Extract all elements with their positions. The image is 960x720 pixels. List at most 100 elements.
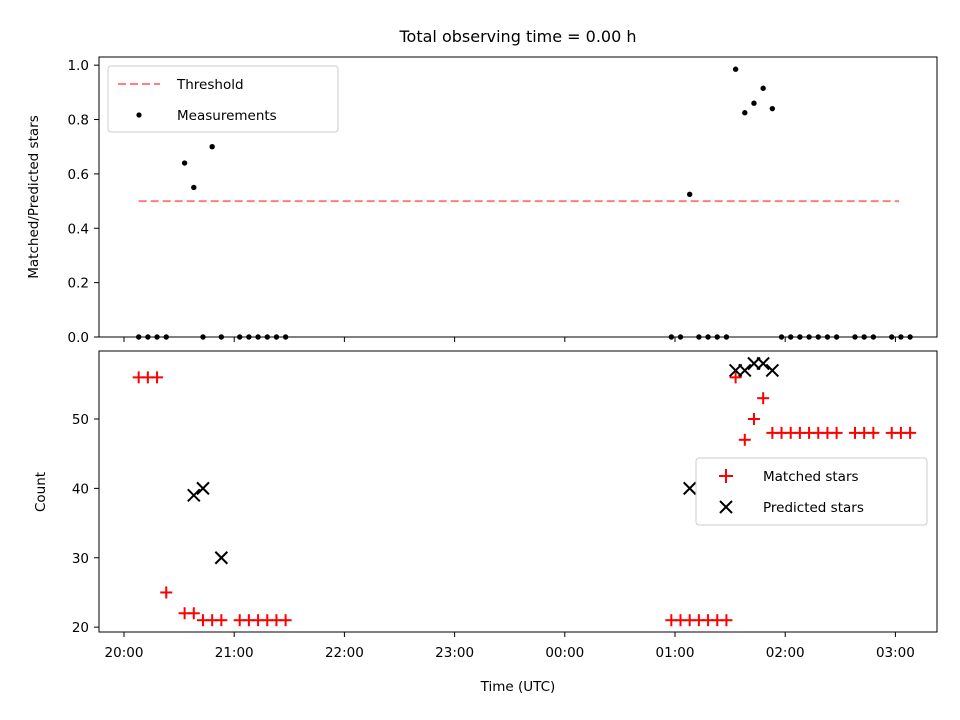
measurement-point — [861, 334, 867, 340]
y-tick-label: 20 — [72, 620, 89, 636]
measurement-point — [907, 334, 913, 340]
measurement-point — [742, 110, 748, 116]
x-tick-label: 01:00 — [656, 645, 695, 661]
x-tick-label: 03:00 — [876, 645, 915, 661]
matched-star-point — [830, 426, 843, 439]
matched-star-point — [904, 426, 917, 439]
measurement-point — [696, 334, 702, 340]
measurement-point — [282, 334, 289, 340]
matched-star-point — [187, 607, 200, 620]
measurement-point — [797, 334, 803, 340]
counts-y-label: Count — [33, 472, 49, 512]
matched-star-point — [757, 392, 770, 405]
matched-legend-swatch — [719, 469, 733, 483]
predicted-star-point — [187, 488, 201, 503]
ratio-legend-box — [107, 65, 339, 133]
legend-predicted-label: Predicted stars — [763, 500, 864, 516]
ratio-legend: Threshold Measurements — [107, 65, 339, 133]
measurement-point — [898, 334, 904, 340]
measurement-point — [135, 334, 142, 340]
ratio-panel: 0.0 0.2 0.4 0.6 0.8 1.0 Matched/Predicted sta… — [26, 56, 938, 346]
predicted-legend-swatch — [719, 500, 733, 514]
measurement-point — [815, 334, 821, 340]
measurement-point — [200, 334, 206, 340]
matched-star-point — [729, 371, 742, 384]
predicted-star-stroke — [682, 481, 697, 496]
x-tick-label: 20:00 — [105, 645, 144, 661]
measurement-point — [181, 160, 188, 166]
ratio-y-axis: 0.0 0.2 0.4 0.6 0.8 1.0 — [68, 58, 99, 346]
measurements-legend-swatch — [136, 112, 142, 118]
measurement-point — [677, 334, 684, 340]
legend-measurements-label: Measurements — [177, 108, 277, 124]
measurement-point — [668, 334, 675, 340]
y-tick-label: 0.2 — [68, 276, 89, 292]
x-axis-label: Time (UTC) — [480, 679, 556, 695]
ratio-plot-content — [135, 66, 913, 340]
measurement-point — [246, 334, 252, 340]
x-tick-label: 00:00 — [545, 645, 584, 661]
measurement-point — [145, 334, 151, 340]
measurement-point — [237, 334, 243, 340]
measurement-point — [209, 144, 215, 150]
predicted-star-stroke — [187, 488, 201, 503]
measurement-point — [154, 334, 160, 340]
measurement-point — [732, 66, 739, 72]
measurement-point — [769, 105, 776, 112]
y-tick-label: 0.8 — [68, 113, 89, 129]
matched-star-point — [738, 433, 751, 446]
predicted-star-point — [756, 356, 770, 371]
measurement-point — [163, 334, 169, 340]
measurement-point — [273, 334, 280, 340]
matched-star-point — [720, 614, 733, 627]
measurement-point — [191, 184, 197, 191]
y-tick-label: 0.0 — [68, 330, 89, 346]
predicted-star-stroke — [756, 356, 770, 371]
matched-star-point — [747, 412, 760, 425]
legend-matched-label: Matched stars — [763, 469, 859, 485]
measurement-point — [751, 100, 757, 106]
measurement-point — [833, 334, 840, 340]
x-tick-label: 02:00 — [766, 645, 805, 661]
x-tick-label: 21:00 — [215, 645, 254, 661]
counts-legend: Matched stars Predicted stars — [695, 457, 928, 526]
measurement-point — [870, 334, 877, 340]
predicted-star-point — [214, 551, 229, 565]
measurement-point — [889, 334, 895, 340]
measurement-point — [723, 334, 730, 340]
predicted-star-point — [765, 363, 780, 378]
y-tick-label: 40 — [72, 481, 89, 497]
matched-star-point — [160, 586, 173, 599]
counts-legend-box — [695, 457, 928, 526]
counts-y-axis: 20 30 40 50 — [72, 412, 99, 636]
measurement-point — [824, 334, 831, 340]
predicted-star-stroke — [738, 363, 752, 378]
measurement-point — [218, 334, 225, 340]
measurement-point — [760, 85, 766, 91]
measurement-point — [806, 334, 812, 340]
x-tick-label: 23:00 — [435, 645, 474, 661]
counts-panel: 20 30 40 50 20:00 21:00 22:00 23:00 00:00 01:00 0… — [33, 350, 938, 661]
measurement-point — [264, 334, 270, 340]
predicted-star-point — [196, 481, 210, 496]
measurement-point — [705, 334, 711, 340]
x-tick-label: 22:00 — [325, 645, 364, 661]
y-tick-label: 0.4 — [68, 221, 89, 237]
legend-threshold-label: Threshold — [176, 77, 244, 93]
predicted-star-stroke — [214, 551, 229, 565]
measurement-point — [255, 334, 261, 340]
ratio-x-ticks — [123, 337, 896, 342]
measurement-point — [714, 334, 720, 340]
chart-title: Total observing time = 0.00 h — [398, 27, 636, 46]
y-tick-label: 50 — [72, 412, 89, 428]
counts-x-axis: 20:00 21:00 22:00 23:00 00:00 01:00 02:00 03:00 — [105, 632, 915, 661]
predicted-star-stroke — [196, 481, 210, 496]
ratio-y-label: Matched/Predicted stars — [26, 115, 42, 278]
measurement-point — [788, 334, 794, 340]
matched-star-point — [867, 426, 880, 439]
matched-star-point — [279, 614, 292, 627]
y-tick-label: 30 — [72, 551, 89, 567]
y-tick-label: 0.6 — [68, 167, 89, 183]
matched-star-point — [151, 371, 164, 384]
